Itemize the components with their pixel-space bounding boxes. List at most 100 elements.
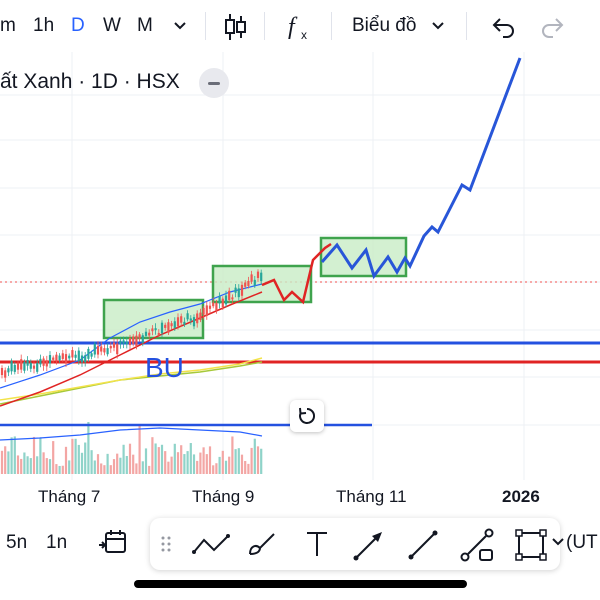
text-tool-icon[interactable] — [304, 530, 330, 558]
candle — [164, 324, 167, 328]
range-5n[interactable]: 5n — [6, 532, 28, 553]
candle — [231, 297, 234, 300]
x-axis-label: Tháng 11 — [336, 487, 407, 506]
volume-bar — [205, 454, 208, 474]
price-chart[interactable]: BU — [0, 52, 600, 516]
chevron-down-icon[interactable] — [172, 20, 188, 32]
candlestick-icon[interactable] — [222, 12, 248, 42]
candle — [244, 282, 247, 287]
reset-chart-icon — [299, 407, 316, 424]
arrow-tool-icon[interactable] — [352, 528, 386, 562]
reset-chart-button[interactable] — [290, 400, 324, 432]
candle — [84, 355, 87, 363]
volume-bar — [167, 461, 170, 474]
candle — [48, 355, 52, 364]
volume-bar — [42, 452, 45, 474]
volume-bar — [208, 446, 212, 474]
projection-path-red[interactable] — [261, 242, 332, 305]
ma-line-green — [0, 361, 263, 405]
range-1n[interactable]: 1n — [46, 532, 68, 553]
volume-bar — [218, 456, 221, 474]
candle — [26, 360, 29, 366]
volume-bar — [55, 464, 58, 474]
interval-week[interactable]: W — [103, 15, 121, 36]
volume-bar — [119, 457, 122, 474]
drag-handle-icon[interactable] — [160, 534, 172, 554]
undo-icon[interactable] — [490, 14, 516, 38]
volume-bar — [80, 452, 84, 474]
toolbar-divider — [264, 12, 265, 40]
volume-bar — [0, 450, 4, 474]
volume-bar — [39, 437, 42, 474]
collapse-legend-button[interactable] — [199, 68, 229, 98]
candle — [106, 348, 109, 355]
candlestick-series — [0, 269, 263, 382]
chevron-down-icon[interactable] — [551, 537, 565, 547]
candle — [253, 279, 256, 286]
candle — [144, 331, 148, 336]
line-tool-icon[interactable] — [406, 528, 440, 562]
volume-bar — [61, 465, 64, 474]
volume-bar — [20, 458, 23, 474]
volume-bar — [32, 436, 36, 474]
volume-bar — [202, 447, 205, 474]
trend-line-icon[interactable] — [192, 530, 232, 558]
chart-type-dropdown[interactable]: Biểu đồ — [352, 15, 417, 36]
candle — [125, 341, 128, 345]
rectangle-tool-icon[interactable] — [514, 528, 548, 562]
volume-bar — [122, 444, 125, 474]
redo-icon[interactable] — [540, 14, 566, 38]
candle — [189, 318, 192, 321]
symbol-title[interactable]: ất Xanh · 1D · HSX — [0, 70, 180, 93]
candle — [240, 284, 244, 296]
candle — [148, 332, 151, 336]
candle — [64, 354, 68, 363]
indicator-fx-icon[interactable]: f x — [286, 12, 316, 42]
candle — [116, 343, 119, 355]
chevron-down-icon[interactable] — [430, 20, 446, 32]
volume-bar — [231, 436, 234, 474]
candle — [141, 335, 144, 343]
candle — [167, 322, 170, 333]
volume-bar — [68, 460, 71, 474]
candle — [68, 355, 71, 359]
projection-path-blue[interactable] — [320, 57, 522, 280]
annotation-text[interactable]: BU — [145, 352, 184, 383]
candle — [29, 362, 32, 369]
interval-minute[interactable]: m — [0, 15, 16, 36]
volume-bar — [173, 443, 176, 474]
volume-bar — [192, 454, 196, 474]
candle — [154, 328, 157, 331]
volume-bar — [71, 438, 74, 474]
volume-bar — [84, 442, 87, 474]
volume-bar — [160, 444, 164, 474]
timezone-label[interactable]: (UT — [566, 532, 598, 553]
candle — [45, 360, 48, 367]
volume-bar — [7, 451, 10, 474]
consolidation-box[interactable] — [319, 236, 408, 278]
candle — [77, 350, 80, 362]
volume-bar — [237, 448, 240, 474]
volume-bar — [141, 461, 144, 474]
toolbar-divider — [205, 12, 206, 40]
candle — [74, 354, 77, 358]
candle — [247, 280, 250, 286]
interval-month[interactable]: M — [137, 15, 153, 36]
brush-icon[interactable] — [246, 528, 282, 560]
date-range-icon[interactable] — [98, 528, 128, 556]
volume-bar — [253, 438, 256, 474]
candle — [208, 305, 212, 309]
candle — [237, 288, 240, 298]
volume-bar — [132, 454, 135, 474]
interval-1h[interactable]: 1h — [33, 15, 55, 36]
candle — [212, 302, 215, 307]
volume-bar — [29, 458, 32, 474]
candle — [160, 322, 164, 334]
ray-tool-icon[interactable] — [460, 528, 496, 564]
interval-day[interactable]: D — [71, 15, 85, 36]
minus-icon — [208, 82, 220, 85]
candle — [250, 274, 253, 282]
candle — [10, 360, 13, 372]
candle — [202, 307, 205, 315]
candle — [23, 361, 26, 371]
